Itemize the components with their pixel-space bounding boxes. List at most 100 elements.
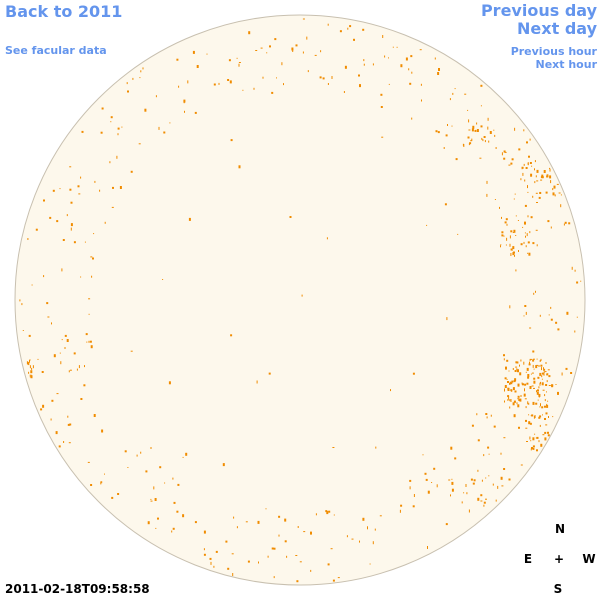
facula-speck [154, 498, 157, 501]
facula-speck [73, 241, 76, 244]
facula-speck [494, 134, 496, 137]
observation-timestamp: 2011-02-18T09:58:58 [5, 582, 150, 596]
facula-speck [504, 221, 507, 224]
facula-speck [253, 87, 255, 90]
facula-speck [518, 399, 521, 401]
facula-speck [218, 82, 220, 85]
facula-speck [524, 204, 527, 207]
facula-speck [539, 382, 541, 386]
facula-speck [471, 424, 474, 427]
facula-speck [448, 479, 451, 481]
facula-speck [527, 401, 529, 405]
facula-speck [481, 479, 483, 482]
facula-speck [469, 142, 472, 145]
facula-speck [209, 557, 212, 560]
see-facular-data-link[interactable]: See facular data [5, 44, 107, 57]
facula-speck [485, 477, 487, 479]
next-hour-link[interactable]: Next hour [535, 58, 598, 71]
facula-speck [104, 221, 106, 224]
facula-speck [140, 451, 142, 454]
facula-speck [506, 359, 509, 362]
facula-speck [26, 361, 28, 365]
facula-speck [522, 172, 524, 176]
facula-speck [529, 436, 531, 440]
facula-speck [477, 439, 480, 442]
facula-speck [327, 563, 330, 566]
facula-speck [41, 371, 44, 373]
facula-speck [543, 368, 546, 371]
back-to-year-link[interactable]: Back to 2011 [5, 2, 123, 21]
next-day-link[interactable]: Next day [517, 19, 597, 38]
facula-speck [194, 521, 197, 524]
facula-speck [523, 393, 526, 397]
facula-speck [411, 117, 413, 120]
facula-speck [530, 358, 533, 360]
facula-speck [541, 406, 544, 409]
facula-speck [527, 374, 530, 377]
facula-speck [532, 359, 535, 362]
facula-speck [556, 183, 559, 185]
facula-speck [510, 253, 512, 256]
facula-speck [421, 99, 422, 102]
facula-speck [539, 424, 541, 427]
facula-speck [420, 83, 422, 86]
facula-speck [521, 382, 523, 385]
facula-speck [535, 192, 538, 194]
facula-speck [274, 38, 277, 41]
facula-speck [30, 375, 33, 379]
facula-speck [132, 77, 134, 80]
facula-speck [322, 77, 325, 80]
facula-speck [527, 376, 530, 379]
facula-speck [545, 362, 547, 364]
facula-speck [225, 540, 228, 543]
facula-speck [52, 189, 55, 192]
facula-speck [530, 440, 532, 442]
facula-speck [388, 57, 389, 59]
facula-speck [233, 516, 235, 519]
facula-speck [540, 403, 541, 407]
facula-speck [88, 298, 91, 300]
facula-speck [533, 380, 536, 384]
facula-speck [514, 193, 516, 195]
previous-hour-link[interactable]: Previous hour [510, 45, 597, 58]
facula-speck [124, 450, 127, 453]
facula-speck [28, 371, 30, 374]
facula-speck [88, 340, 90, 343]
facula-speck [512, 368, 514, 370]
facula-speck [520, 395, 522, 397]
facula-speck [203, 553, 206, 556]
facula-speck [509, 406, 511, 409]
facula-speck [516, 368, 518, 371]
facula-speck [410, 55, 413, 58]
facula-speck [470, 140, 473, 142]
facula-speck [400, 504, 403, 507]
facula-speck [168, 381, 171, 385]
facula-speck [347, 27, 349, 30]
facula-speck [534, 160, 536, 163]
facula-speck [192, 50, 195, 54]
facula-speck [367, 526, 368, 530]
facula-speck [363, 59, 365, 62]
facula-speck [534, 433, 536, 435]
facula-speck [548, 385, 551, 386]
facula-speck [119, 186, 122, 189]
facula-speck [51, 322, 52, 325]
facula-speck [238, 63, 240, 67]
facula-speck [29, 374, 32, 376]
facula-speck [405, 57, 408, 61]
facula-speck [546, 380, 548, 383]
facula-speck [547, 431, 549, 434]
facula-speck [523, 241, 525, 244]
facula-speck [73, 352, 76, 355]
facula-speck [540, 381, 541, 384]
facula-speck [547, 400, 549, 402]
facula-speck [412, 372, 415, 375]
facula-speck [230, 139, 233, 142]
facula-speck [532, 401, 535, 405]
previous-day-link[interactable]: Previous day [480, 1, 597, 20]
facula-speck [527, 252, 529, 254]
facula-speck [427, 490, 430, 494]
facula-speck [351, 538, 354, 540]
facula-speck [467, 109, 469, 111]
